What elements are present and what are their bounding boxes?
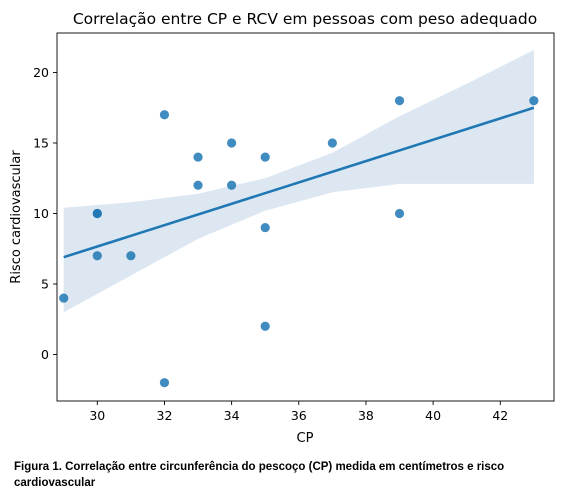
figure-caption: Figura 1. Correlação entre circunferênci… bbox=[14, 461, 505, 489]
y-tick-label: 15 bbox=[33, 135, 49, 150]
y-tick-label: 0 bbox=[41, 347, 49, 362]
x-tick-label: 30 bbox=[89, 408, 105, 423]
chart-title: Correlação entre CP e RCV em pessoas com… bbox=[73, 10, 537, 28]
plot-frame bbox=[56, 32, 555, 402]
y-tick-label: 20 bbox=[33, 65, 49, 80]
x-tick-label: 40 bbox=[425, 408, 441, 423]
data-point bbox=[159, 110, 170, 120]
data-point bbox=[92, 208, 102, 219]
data-point bbox=[260, 222, 270, 233]
data-point bbox=[260, 152, 270, 162]
data-point bbox=[227, 180, 237, 190]
data-point bbox=[126, 251, 136, 261]
x-tick-label: 34 bbox=[224, 408, 240, 423]
data-point bbox=[394, 208, 405, 219]
y-tick-label: 5 bbox=[41, 276, 49, 291]
data-point bbox=[193, 180, 203, 190]
data-point bbox=[193, 152, 203, 162]
data-point bbox=[227, 138, 237, 148]
confidence-band bbox=[63, 49, 534, 313]
x-tick-label: 38 bbox=[358, 408, 374, 423]
data-point bbox=[260, 321, 270, 331]
data-point bbox=[92, 251, 102, 261]
data-point bbox=[327, 138, 337, 148]
y-axis-label: Risco cardiovascular bbox=[9, 150, 24, 284]
x-tick-label: 32 bbox=[157, 408, 173, 423]
data-point bbox=[59, 293, 69, 303]
x-axis-label: CP bbox=[297, 431, 314, 446]
scatter-chart: Correlação entre CP e RCV em pessoas com… bbox=[9, 10, 555, 446]
data-point bbox=[159, 378, 170, 388]
data-point bbox=[394, 96, 405, 106]
data-point bbox=[529, 96, 539, 106]
x-tick-label: 42 bbox=[492, 408, 508, 423]
x-tick-label: 36 bbox=[291, 408, 307, 423]
y-tick-label: 10 bbox=[33, 206, 49, 221]
regression-line bbox=[63, 106, 535, 259]
